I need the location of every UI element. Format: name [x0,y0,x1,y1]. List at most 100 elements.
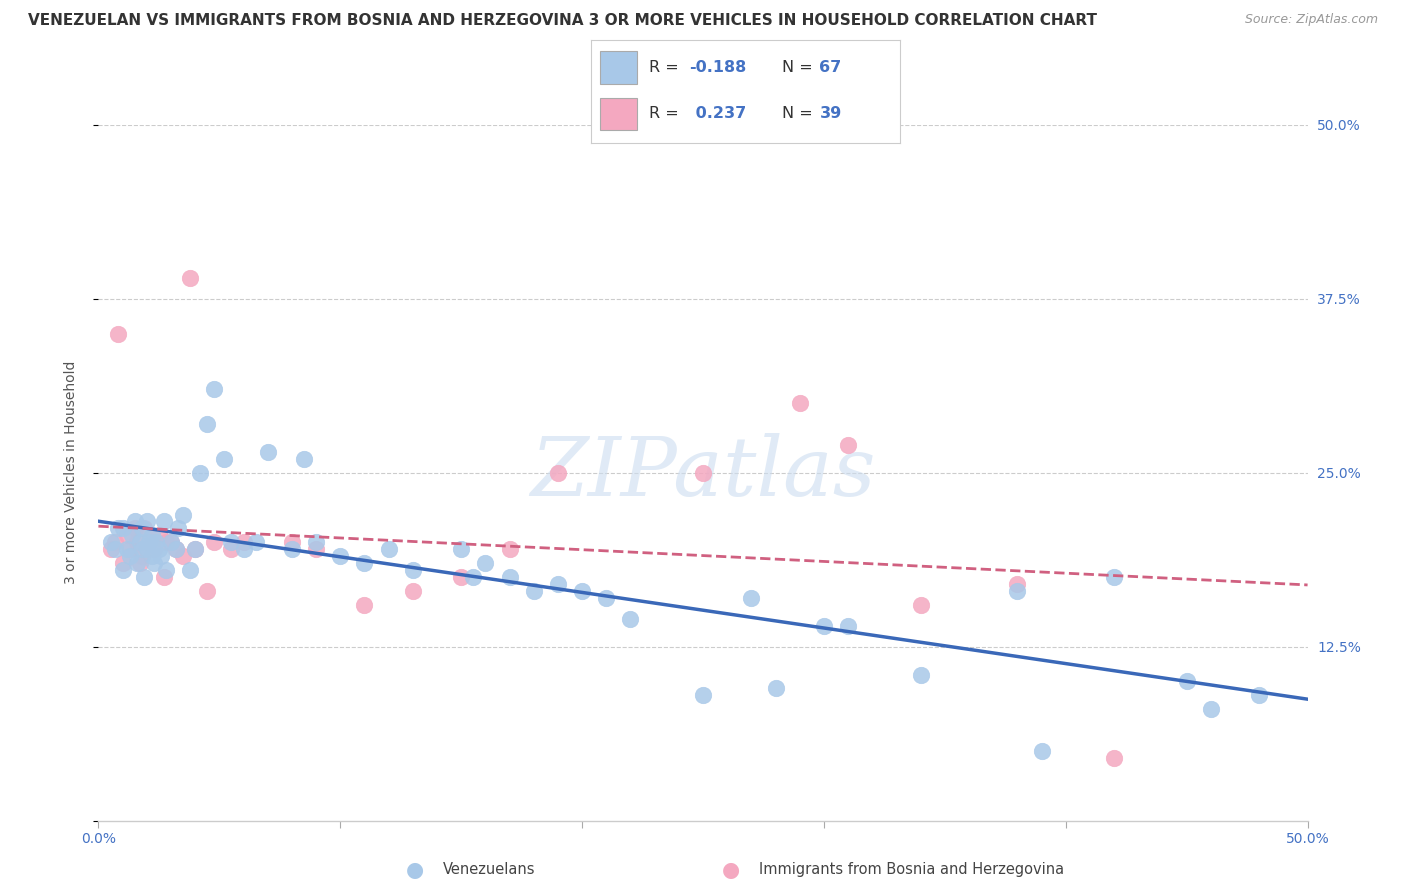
FancyBboxPatch shape [600,52,637,84]
Point [118,542,141,557]
Point [141,549,163,564]
Point [165,542,187,557]
Point [281,542,304,557]
Point [111,563,134,577]
Text: R =: R = [650,61,685,75]
Point [104,535,127,549]
FancyBboxPatch shape [600,97,637,130]
Text: -0.188: -0.188 [689,61,747,75]
Point [571,584,593,599]
Text: ●: ● [723,860,740,880]
Point [184,542,207,557]
Point [145,535,167,549]
Point [1031,744,1053,758]
Point [127,556,149,570]
Point [107,326,129,341]
Point [107,521,129,535]
Point [179,271,201,285]
Point [329,549,352,564]
Point [179,563,201,577]
Point [188,466,211,480]
Point [121,528,143,542]
Point [160,535,183,549]
Point [305,542,328,557]
Text: 0.237: 0.237 [689,106,745,121]
Text: 39: 39 [820,106,842,121]
Point [523,584,546,599]
Point [353,556,375,570]
Point [765,681,787,696]
Point [131,549,153,564]
Point [1007,584,1029,599]
Point [155,535,177,549]
Point [172,549,194,564]
Point [402,563,425,577]
Point [221,542,243,557]
Point [474,556,496,570]
Point [204,535,226,549]
Point [837,438,859,452]
Point [117,528,139,542]
Point [118,549,141,564]
Point [377,542,399,557]
Point [152,570,174,584]
Point [595,591,617,605]
Point [128,556,150,570]
Point [1007,577,1029,591]
Point [450,542,472,557]
Point [150,549,173,564]
Point [167,521,190,535]
Text: 67: 67 [820,61,842,75]
Y-axis label: 3 or more Vehicles in Household: 3 or more Vehicles in Household [63,361,77,584]
Point [135,542,157,557]
Point [184,542,207,557]
Point [292,451,315,466]
Point [245,535,267,549]
Point [692,689,714,703]
Point [124,515,146,529]
Point [281,535,304,549]
Text: N =: N = [782,61,818,75]
Point [1199,702,1222,716]
Point [155,563,177,577]
Point [1175,674,1198,689]
Text: Source: ZipAtlas.com: Source: ZipAtlas.com [1244,13,1378,27]
Point [131,542,153,557]
Point [143,556,166,570]
Text: ●: ● [406,860,423,880]
Point [195,417,218,431]
Point [619,612,641,626]
Text: Venezuelans: Venezuelans [443,863,536,877]
Point [141,535,163,549]
Point [1102,751,1125,765]
Point [450,570,472,584]
Point [232,535,254,549]
Text: R =: R = [650,106,685,121]
Point [204,382,226,396]
Point [134,521,156,535]
Point [117,542,139,557]
Point [547,466,569,480]
Text: Immigrants from Bosnia and Herzegovina: Immigrants from Bosnia and Herzegovina [759,863,1064,877]
Point [138,535,160,549]
Point [131,521,153,535]
Point [547,577,569,591]
Point [212,451,235,466]
Point [256,445,278,459]
Point [195,584,218,599]
Point [910,598,932,612]
Point [692,466,714,480]
Point [141,528,163,542]
Point [463,570,485,584]
Point [148,542,170,557]
Point [127,535,149,549]
Point [134,570,156,584]
Point [152,515,174,529]
Point [165,542,187,557]
Point [813,619,835,633]
Point [100,542,122,557]
Point [160,535,183,549]
Point [135,542,157,557]
Point [1102,570,1125,584]
Point [789,396,811,410]
